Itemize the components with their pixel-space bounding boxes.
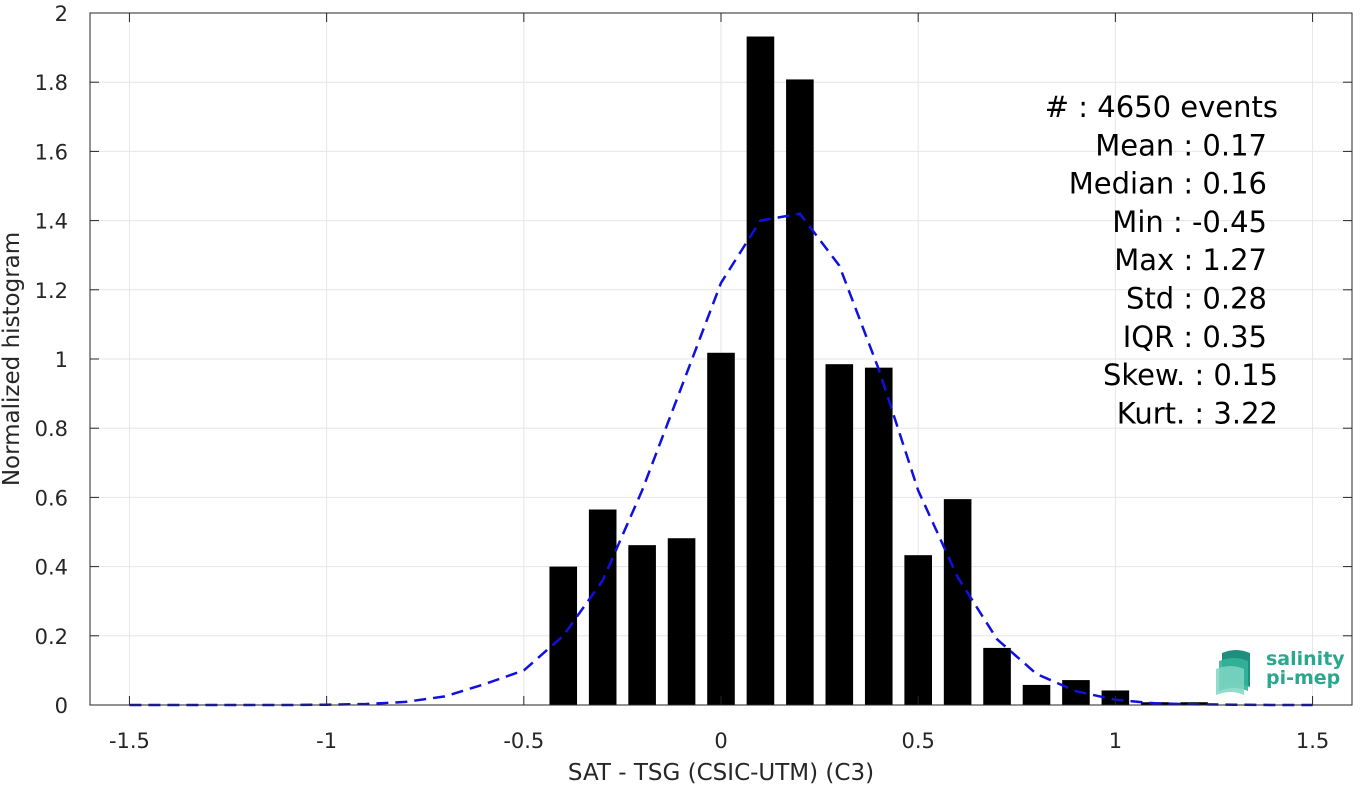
x-tick-label-5: 1 (1109, 729, 1122, 753)
salinity-pi-mep-logo: salinity pi-mep (1216, 645, 1346, 695)
histogram-bar-1 (588, 509, 617, 705)
y-tick-label-8: 1.6 (35, 140, 68, 164)
axis-ticks: -1.5 -1 -0.5 0 0.5 1 1.5 0 0.2 0.4 0.6 0.8 1 1.2 1.4 1.… (35, 2, 1352, 753)
histogram-bar-12 (1022, 684, 1051, 705)
logo-text-line2: pi-mep (1266, 667, 1341, 689)
x-tick-label-4: 0.5 (901, 729, 934, 753)
x-tick-label-0: -1.5 (109, 729, 150, 753)
x-tick-label-2: -0.5 (503, 729, 544, 753)
y-tick-label-4: 0.8 (35, 417, 68, 441)
stat-line-2: Median : 0.16 (1069, 167, 1267, 201)
y-tick-label-10: 2 (55, 2, 68, 26)
stat-line-5: Std : 0.28 (1126, 282, 1267, 316)
y-tick-label-2: 0.4 (35, 556, 68, 580)
x-tick-label-3: 0 (714, 729, 727, 753)
histogram-bar-7 (825, 364, 854, 705)
y-tick-label-1: 0.2 (35, 625, 68, 649)
histogram-bar-0 (549, 566, 578, 705)
y-tick-label-6: 1.2 (35, 279, 68, 303)
statistics-annotation: # : 4650 events Mean : 0.17 Median : 0.16 M… (1045, 90, 1278, 430)
stat-line-7: Skew. : 0.15 (1103, 358, 1278, 392)
x-tick-label-6: 1.5 (1296, 729, 1329, 753)
logo-text-line1: salinity (1266, 648, 1345, 670)
y-tick-label-9: 1.8 (35, 71, 68, 95)
histogram-bar-8 (864, 367, 893, 705)
y-tick-label-0: 0 (55, 694, 68, 718)
stat-line-0: # : 4650 events (1045, 90, 1278, 124)
stat-line-1: Mean : 0.17 (1095, 128, 1267, 162)
x-axis-label: SAT - TSG (CSIC-UTM) (C3) (568, 760, 874, 785)
logo-wave-icon (1216, 650, 1250, 695)
histogram-bar-11 (983, 647, 1011, 705)
histogram-bar-10 (943, 499, 972, 705)
y-tick-label-7: 1.4 (35, 210, 68, 234)
stat-line-8: Kurt. : 3.22 (1117, 396, 1278, 430)
histogram-bar-9 (904, 555, 932, 705)
x-tick-label-1: -1 (316, 729, 337, 753)
histogram-bar-3 (667, 538, 696, 705)
histogram-bar-4 (707, 352, 735, 705)
stat-line-3: Min : -0.45 (1112, 205, 1267, 239)
stat-line-6: IQR : 0.35 (1123, 320, 1267, 354)
histogram-bar-6 (786, 79, 814, 705)
stat-line-4: Max : 1.27 (1114, 243, 1267, 277)
histogram-bars (549, 36, 1209, 705)
histogram-bar-5 (746, 36, 775, 705)
y-axis-label: Normalized histogram (0, 232, 25, 486)
histogram-bar-2 (628, 545, 656, 705)
y-tick-label-5: 1 (55, 348, 68, 372)
y-tick-label-3: 0.6 (35, 486, 68, 510)
